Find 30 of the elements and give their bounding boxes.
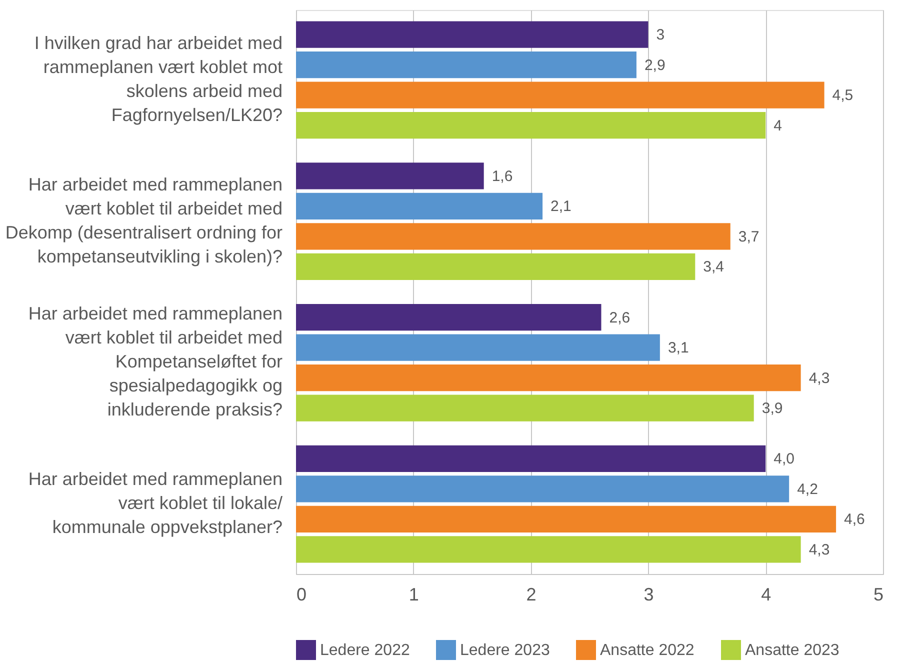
data-label: 2,9 <box>644 56 666 74</box>
y-tick-label: Har arbeidet med rammeplanen vært koblet til lokale/ kommunale oppvekstplaner? <box>28 469 282 538</box>
data-label: 4,3 <box>808 541 830 558</box>
data-label: 4,0 <box>774 450 794 468</box>
data-label: 4 <box>774 117 782 134</box>
data-label: 3,4 <box>703 258 724 276</box>
data-label: 4,3 <box>808 370 830 387</box>
x-tick-label: 0 <box>296 584 307 604</box>
data-label: 3,1 <box>668 340 689 357</box>
x-tick-label: 4 <box>761 584 772 604</box>
legend-label: Ansatte 2022 <box>600 642 694 659</box>
x-tick-label: 3 <box>644 584 654 604</box>
data-label: 2,1 <box>550 198 572 216</box>
data-label: 3 <box>656 26 665 44</box>
data-label: 2,6 <box>609 309 630 326</box>
y-tick-label: I hvilken grad har arbeidet med rammeplanen vært koblet mot skolens arbeid med Fagfornyelsen/LK20? <box>34 32 282 125</box>
data-label: 4,5 <box>832 87 854 104</box>
x-tick-label: 1 <box>408 584 419 604</box>
data-label: 1,6 <box>492 168 513 185</box>
y-tick-label: Har arbeidet med rammeplanen vært koblet til arbeidet med Kompetanseløftet for spesialpedagogikk og inkluderende praksis? <box>28 304 282 420</box>
legend-label: Ledere 2022 <box>320 642 410 659</box>
data-label: 4,2 <box>797 480 818 498</box>
legend-label: Ansatte 2023 <box>745 642 840 659</box>
data-label: 3,7 <box>738 228 760 246</box>
x-tick-label: 2 <box>526 584 536 604</box>
y-tick-label: Har arbeidet med rammeplanen vært koblet til arbeidet med Dekomp (desentralisert ordning for kompetanseutvikling i skolen)? <box>5 174 282 266</box>
data-label: 3,9 <box>762 400 783 418</box>
data-label: 4,6 <box>844 511 865 528</box>
legend-label: Ledere 2023 <box>460 642 550 659</box>
x-tick-label: 5 <box>873 584 884 604</box>
